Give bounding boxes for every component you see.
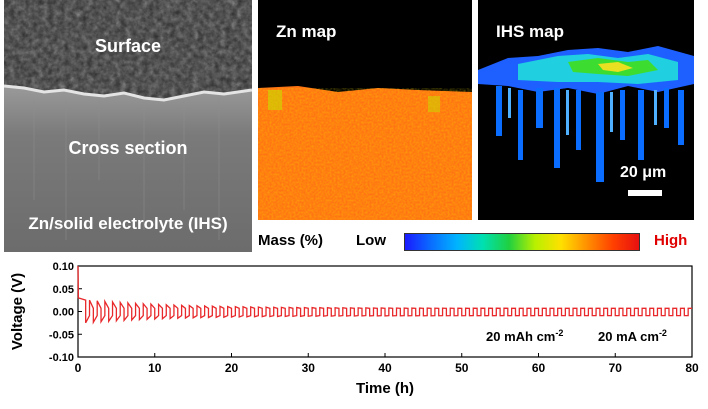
low-label: Low [356, 232, 386, 249]
sample-label: Zn/solid electrolyte (IHS) [28, 214, 228, 233]
ihs-map-label: IHS map [496, 22, 565, 41]
high-label: High [654, 232, 688, 249]
x-axis-label: Time (h) [356, 380, 414, 397]
y-axis-label: Voltage (V) [9, 273, 26, 350]
x-tick-label: 20 [225, 361, 239, 375]
capacity-annotation: 20 mAh cm-2 [486, 328, 563, 344]
y-tick-label: -0.10 [49, 352, 74, 364]
cross-section-label: Cross section [68, 138, 188, 158]
voltage-time-chart: 0 10 20 30 40 50 60 70 800.100.050.00-0.05-0.10 … [9, 261, 699, 397]
x-tick-label: 80 [685, 361, 699, 375]
scale-bar [628, 190, 662, 196]
ihs-map-panel: IHS map 20 μm [478, 0, 694, 220]
x-tick-label: 30 [302, 361, 316, 375]
ihs-map-image [478, 0, 694, 220]
sem-image-panel: Surface Cross section Zn/solid electroly… [4, 0, 252, 252]
x-tick-label: 10 [148, 361, 162, 375]
sem-micrograph [4, 0, 252, 252]
x-tick-label: 70 [609, 361, 623, 375]
y-tick-label: -0.05 [49, 329, 74, 341]
zn-map-panel: Zn map [258, 0, 472, 220]
current-annotation: 20 mA cm-2 [598, 328, 667, 344]
surface-label: Surface [94, 36, 162, 56]
x-tick-label: 0 [75, 361, 82, 375]
zn-map-label: Zn map [276, 22, 337, 41]
scale-bar-label: 20 μm [620, 164, 667, 181]
mass-label: Mass (%) [258, 232, 324, 249]
color-scale-bar [404, 233, 640, 251]
y-tick-label: 0.00 [53, 307, 74, 319]
y-tick-label: 0.05 [53, 284, 74, 296]
voltage-series-line [77, 265, 693, 325]
x-tick-label: 60 [532, 361, 546, 375]
zn-map-image [258, 0, 472, 220]
x-tick-label: 50 [455, 361, 469, 375]
test-condition-annotation: 20 mAh cm-2 20 mA cm-2 [486, 328, 667, 344]
mass-colorbar-legend: Mass (%) Low High [258, 224, 698, 254]
y-tick-label: 0.10 [53, 261, 74, 273]
x-tick-label: 40 [378, 361, 392, 375]
